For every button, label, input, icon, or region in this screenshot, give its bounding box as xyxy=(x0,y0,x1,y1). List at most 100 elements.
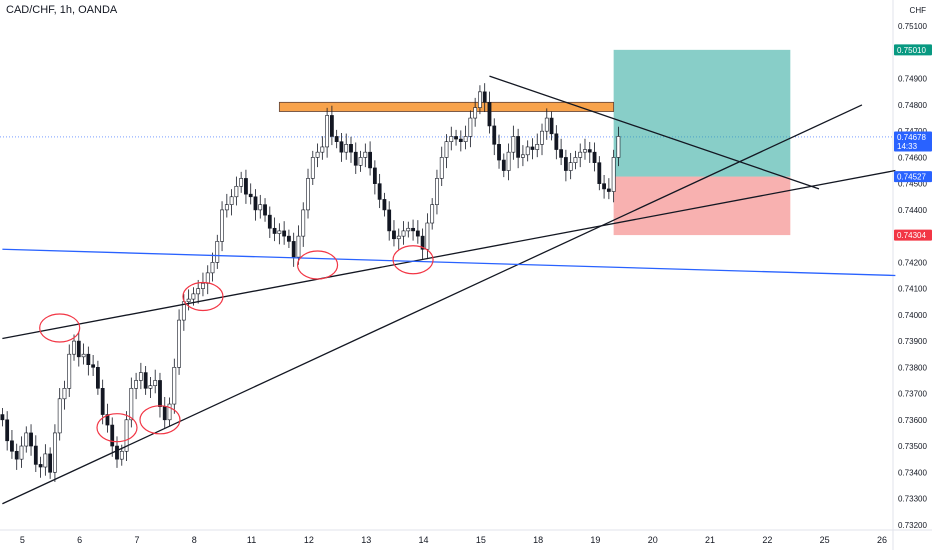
lower-channel-line xyxy=(2,104,863,505)
candle-body xyxy=(158,380,162,407)
candle-body xyxy=(554,133,559,150)
candle-body xyxy=(325,115,330,148)
symbol-title: CAD/CHF, 1h, OANDA xyxy=(6,4,118,16)
candle-body xyxy=(396,235,401,240)
candle-body xyxy=(478,91,482,108)
candle-body xyxy=(425,222,430,250)
candle-body xyxy=(57,398,62,434)
candle-body xyxy=(315,151,320,158)
x-tick-label: 22 xyxy=(762,535,772,545)
y-tick-label: 0.74600 xyxy=(898,153,927,162)
candle-body xyxy=(549,117,554,135)
candle-body xyxy=(263,204,267,216)
candle-body xyxy=(234,185,239,198)
highlight-circle xyxy=(96,413,138,443)
candle-body xyxy=(239,178,244,187)
candle-body xyxy=(497,144,501,161)
candle-body xyxy=(115,445,119,460)
candle-body xyxy=(291,241,296,258)
price-tag-label: 0.74304 xyxy=(897,231,926,240)
candle-body xyxy=(349,144,353,153)
candle-body xyxy=(53,432,57,473)
x-tick-label: 7 xyxy=(134,535,139,545)
y-tick-label: 0.74500 xyxy=(898,180,927,189)
price-tag xyxy=(894,44,932,56)
y-tick-label: 0.73200 xyxy=(898,521,927,530)
candle-body xyxy=(48,453,53,473)
candle-body xyxy=(134,380,138,389)
candle-body xyxy=(229,196,234,205)
highlight-circle xyxy=(182,281,224,312)
candle-body xyxy=(420,235,425,250)
candle-body xyxy=(544,117,549,132)
candle-body xyxy=(473,107,478,119)
candle-body xyxy=(100,388,105,415)
x-tick-label: 18 xyxy=(533,535,543,545)
candle-body xyxy=(76,340,81,358)
candle-body xyxy=(110,424,115,447)
y-tick-label: 0.73600 xyxy=(898,416,927,425)
candle-body xyxy=(191,293,196,300)
candle-body xyxy=(372,167,377,184)
candle-body xyxy=(616,136,621,158)
candle-body xyxy=(138,372,143,381)
y-tick-label: 0.73300 xyxy=(898,495,927,504)
candle-body xyxy=(105,414,110,426)
candle-body xyxy=(129,388,134,421)
candle-body xyxy=(124,419,129,452)
y-tick-label: 0.74000 xyxy=(898,311,927,320)
candle-body xyxy=(143,372,148,389)
x-tick-label: 15 xyxy=(476,535,486,545)
price-tag xyxy=(894,229,932,241)
price-tag xyxy=(894,131,932,152)
candle-body xyxy=(220,209,224,242)
price-tag-label: 0.74678 xyxy=(897,133,926,142)
candle-body xyxy=(602,183,606,190)
candle-body xyxy=(540,130,544,145)
x-tick-label: 26 xyxy=(877,535,887,545)
candle-body xyxy=(578,151,583,158)
candle-body xyxy=(72,340,76,355)
candle-body xyxy=(597,162,602,184)
candle-body xyxy=(38,464,43,468)
long-stop-zone xyxy=(613,176,791,236)
candle-body xyxy=(611,157,616,192)
x-tick-label: 20 xyxy=(648,535,658,545)
candle-body xyxy=(186,298,191,303)
resistance-zone xyxy=(278,101,615,112)
candle-body xyxy=(439,157,444,179)
candle-body xyxy=(525,146,530,156)
candle-body xyxy=(253,196,258,211)
candle-body xyxy=(177,319,181,368)
candle-body xyxy=(272,227,277,234)
candle-body xyxy=(363,151,368,158)
candle-body xyxy=(444,141,449,158)
currency-unit: CHF xyxy=(909,6,926,15)
candle-body xyxy=(401,230,406,237)
candle-body xyxy=(29,432,33,447)
candle-body xyxy=(592,151,597,163)
price-tag-countdown: 14:33 xyxy=(897,142,918,151)
candle-body xyxy=(62,388,67,400)
candle-body xyxy=(296,235,301,258)
blue-horizontal-line xyxy=(2,248,896,277)
candle-body xyxy=(530,146,535,150)
x-tick-label: 11 xyxy=(247,535,256,545)
candle-body xyxy=(162,406,167,421)
candle-body xyxy=(458,138,463,142)
candle-body xyxy=(382,199,387,211)
highlight-circle xyxy=(392,245,434,275)
candle-body xyxy=(81,353,86,358)
candle-body xyxy=(392,230,396,240)
candle-body xyxy=(24,432,29,447)
candle-body xyxy=(521,154,525,158)
candle-body xyxy=(95,367,100,389)
candle-body xyxy=(406,227,411,232)
candle-body xyxy=(487,102,492,127)
x-tick-label: 5 xyxy=(20,535,25,545)
candle-body xyxy=(205,272,210,284)
highlight-circle xyxy=(296,250,339,280)
candle-body xyxy=(91,364,96,368)
